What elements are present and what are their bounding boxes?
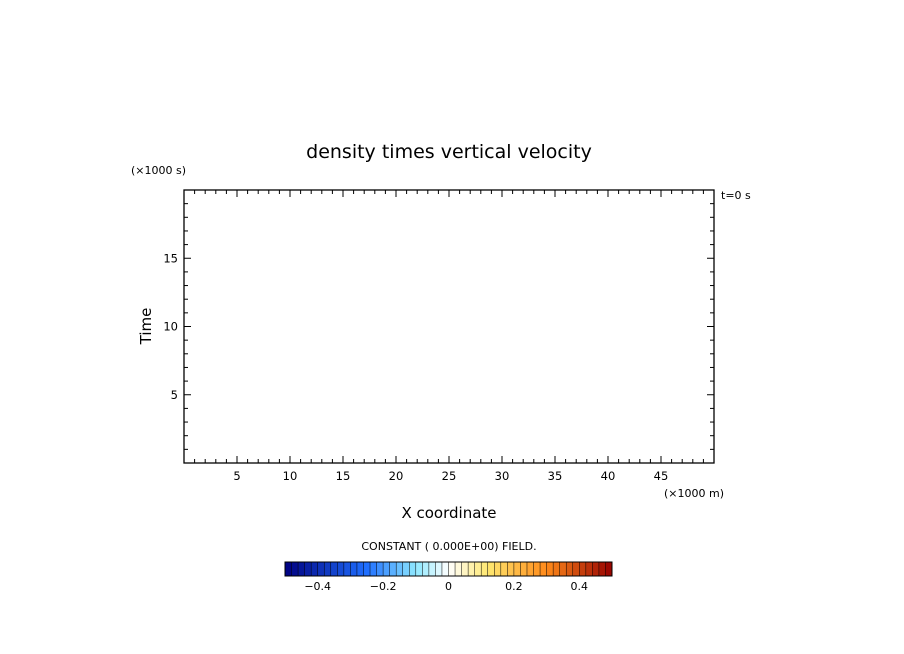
colorbar-cell [441,562,449,576]
colorbar-cell [533,562,541,576]
y-axis-ticks [184,203,714,450]
colorbar-cell [605,562,613,576]
colorbar-cell [330,562,338,576]
colorbar-cell [579,562,587,576]
colorbar-cell [481,562,489,576]
colorbar-cell [291,562,299,576]
colorbar-cell [520,562,528,576]
colorbar [285,562,613,576]
x-multiplier-label: (×1000 m) [664,487,724,500]
colorbar-cell [500,562,508,576]
colorbar-cell [415,562,423,576]
x-axis-ticks [194,190,704,463]
colorbar-cell [435,562,443,576]
colorbar-cell [350,562,358,576]
colorbar-cell [468,562,475,576]
x-tick-label: 30 [495,469,510,483]
y-axis-label: Time [137,308,155,346]
colorbar-cell [370,562,377,576]
colorbar-frame [284,561,613,577]
colorbar-cell [546,562,554,576]
colorbar-cell [455,562,462,576]
colorbar-tick-label: −0.2 [370,580,397,593]
colorbar-cell [507,562,515,576]
colorbar-cell [598,562,606,576]
x-tick-label: 20 [389,469,404,483]
x-axis-label: X coordinate [401,504,496,522]
colorbar-cell [389,562,397,576]
colorbar-cell [317,562,325,576]
colorbar-tick-label: −0.4 [304,580,331,593]
colorbar-cell [304,562,312,576]
colorbar-cell [513,562,521,576]
y-multiplier-label: (×1000 s) [131,164,186,177]
x-tick-label: 40 [601,469,616,483]
colorbar-cell [540,562,547,576]
x-tick-label: 45 [654,469,669,483]
colorbar-cell [285,562,292,576]
colorbar-cell [592,562,600,576]
colorbar-cell [422,562,430,576]
y-tick-label: 15 [163,251,178,265]
colorbar-cell [559,562,567,576]
colorbar-cell [585,562,593,576]
colorbar-cell [474,562,482,576]
colorbar-cell [566,562,574,576]
colorbar-tick-label: 0.4 [571,580,589,593]
colorbar-cell [324,562,332,576]
x-tick-label: 35 [548,469,563,483]
colorbar-cell [298,562,305,576]
colorbar-cell [428,562,436,576]
y-axis-tick-labels: 5 10 15 [163,251,178,402]
field-note: CONSTANT ( 0.000E+00) FIELD. [361,540,536,553]
colorbar-tick-label: 0.2 [505,580,523,593]
colorbar-tick-label: 0 [445,580,452,593]
x-axis-tick-labels: 5 10 15 20 25 30 35 40 45 [233,469,668,483]
colorbar-cell [311,562,318,576]
time-annotation: t=0 s [721,189,751,202]
y-tick-label: 10 [163,320,178,334]
x-tick-label: 10 [283,469,298,483]
colorbar-cell [396,562,404,576]
colorbar-cell [461,562,469,576]
colorbar-cell [356,562,364,576]
colorbar-cell [402,562,410,576]
x-tick-label: 25 [442,469,457,483]
x-tick-label: 15 [336,469,351,483]
colorbar-cell [343,562,351,576]
colorbar-cell [553,562,560,576]
colorbar-cell [409,562,417,576]
colorbar-tick-labels: −0.4 −0.2 0 0.2 0.4 [304,580,588,593]
colorbar-cell [383,562,390,576]
colorbar-cell [363,562,371,576]
colorbar-cell [448,562,456,576]
x-tick-label: 5 [233,469,240,483]
colorbar-cell [494,562,502,576]
chart-title: density times vertical velocity [306,141,592,163]
y-tick-label: 5 [171,388,178,402]
colorbar-cell [487,562,495,576]
colorbar-cell [376,562,384,576]
colorbar-cell [526,562,534,576]
colorbar-cell [572,562,580,576]
colorbar-cell [337,562,345,576]
